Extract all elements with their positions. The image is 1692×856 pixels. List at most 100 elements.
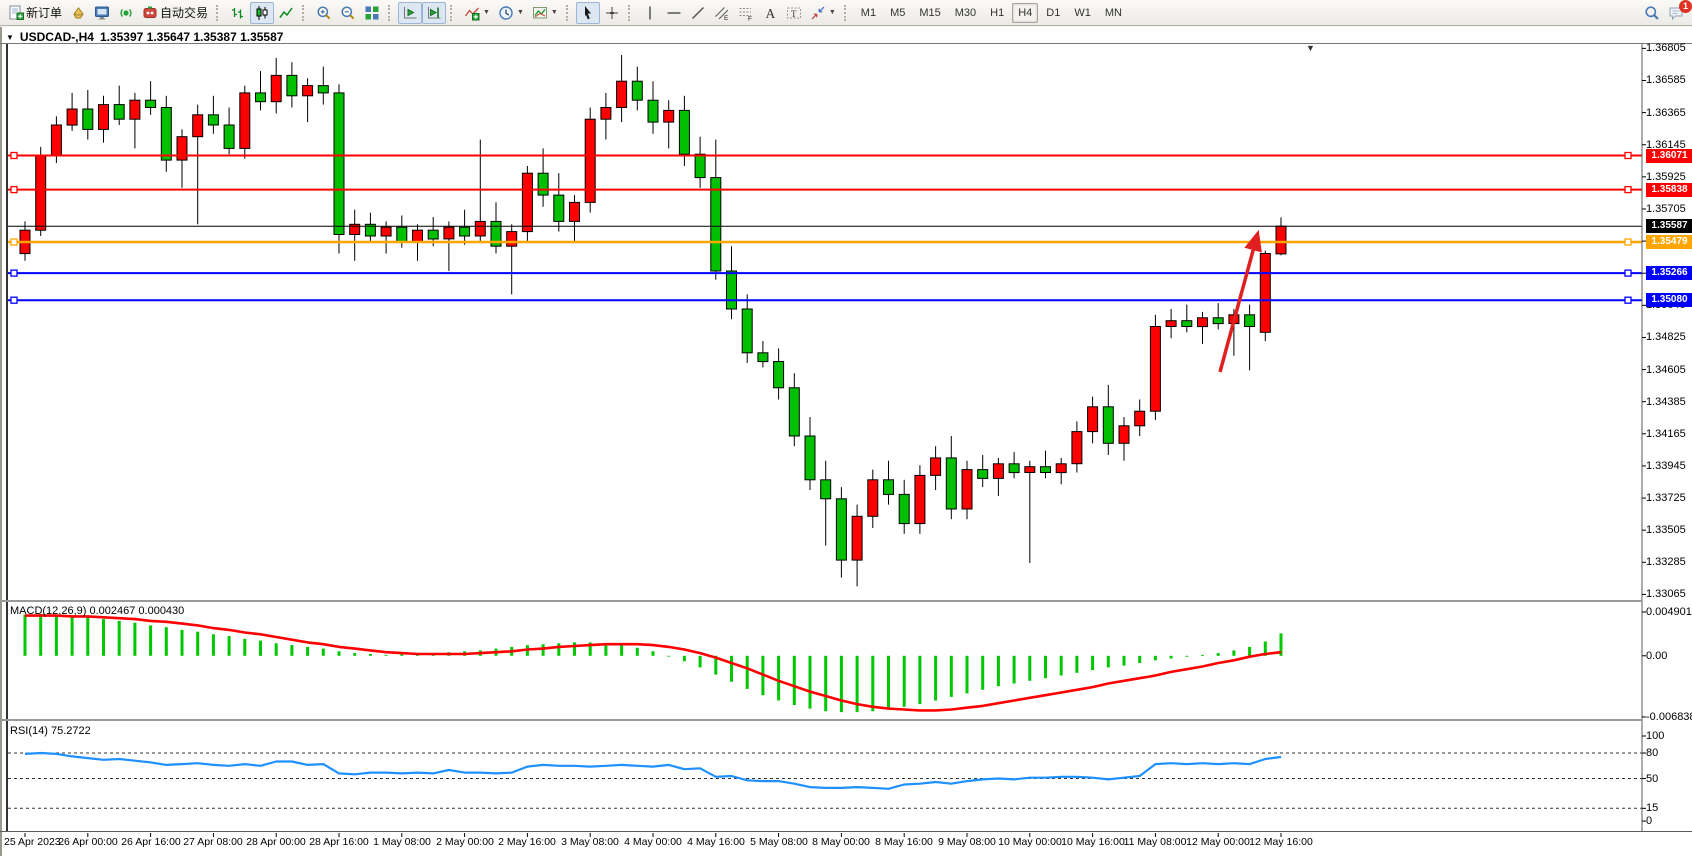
styles-button[interactable] — [66, 2, 90, 24]
timeframe-h1-button[interactable]: H1 — [990, 6, 1005, 19]
chevron-down-icon[interactable]: ▼ — [550, 9, 558, 16]
timeframe-h4-button[interactable]: H4 — [1012, 2, 1039, 23]
line-chart-button[interactable] — [274, 2, 298, 24]
macd-histogram-bar — [86, 617, 90, 656]
chevron-down-icon[interactable]: ▼ — [483, 9, 490, 16]
search-icon — [1645, 5, 1659, 20]
signals-button[interactable] — [114, 2, 138, 24]
line-handle[interactable] — [1624, 296, 1632, 304]
candle — [788, 373, 800, 447]
auto-scroll-button[interactable] — [398, 1, 423, 24]
line-handle[interactable] — [10, 238, 18, 246]
macd-histogram-bar — [274, 643, 278, 656]
candle — [380, 221, 392, 254]
templates-button[interactable]: ▼ — [528, 2, 562, 24]
macd-histogram-bar — [117, 620, 121, 656]
macd-histogram-bar — [682, 655, 686, 662]
price-axis-tick: 1.33505 — [1646, 524, 1686, 536]
candle — [474, 139, 486, 242]
line-handle[interactable] — [10, 151, 18, 160]
timeframe-m30-button[interactable]: M30 — [954, 6, 977, 19]
fibonacci-button[interactable]: F — [734, 2, 758, 24]
toolbar-separator — [216, 4, 222, 21]
candle — [584, 107, 596, 213]
macd-histogram-bar — [698, 655, 702, 668]
text-button[interactable]: A — [758, 2, 782, 24]
line-handle[interactable] — [1624, 238, 1632, 246]
macd-histogram-bar — [180, 629, 184, 656]
trend-arrow-annotation[interactable] — [1218, 229, 1262, 373]
cursor-icon — [584, 5, 591, 19]
candle — [647, 81, 659, 134]
text-label-icon: T — [786, 7, 801, 18]
toolbar-separator — [843, 4, 850, 21]
macd-signal-line — [25, 614, 1282, 712]
macd-histogram-bar — [934, 655, 938, 701]
timeframe-mn-button[interactable]: MN — [1104, 6, 1122, 19]
line-handle[interactable] — [1624, 185, 1632, 194]
new-order-button[interactable]: 新订单 — [4, 2, 66, 24]
macd-histogram-bar — [714, 655, 718, 675]
cursor-button[interactable] — [575, 1, 600, 24]
tile-windows-button[interactable] — [360, 2, 384, 24]
indicators-button[interactable]: ▼ — [460, 2, 494, 24]
timeframe-m15-button[interactable]: M15 — [919, 6, 941, 19]
toolbar-separator — [565, 4, 572, 21]
price-axis-tick: 1.34165 — [1646, 428, 1686, 440]
candle — [773, 348, 785, 400]
trendline-button[interactable] — [686, 2, 710, 24]
data-window-button[interactable] — [90, 2, 114, 24]
macd-histogram-bar — [1232, 650, 1236, 656]
autotrading-button[interactable]: 自动交易 — [138, 2, 212, 24]
date-axis-label: 12 May 16:00 — [1249, 836, 1313, 848]
candlestick-button[interactable] — [250, 1, 275, 24]
horizontal-line-button[interactable] — [662, 2, 686, 24]
crosshair-button[interactable] — [600, 2, 624, 24]
macd-histogram-bar — [1216, 653, 1220, 656]
channel-button[interactable]: E — [710, 2, 734, 24]
text-label-button[interactable]: T — [782, 2, 806, 24]
zoom-out-button[interactable] — [336, 2, 360, 24]
date-axis-label: 8 May 16:00 — [875, 836, 933, 848]
macd-histogram-bar — [1185, 655, 1189, 657]
line-handle[interactable] — [1624, 151, 1632, 160]
line-handle[interactable] — [10, 296, 18, 304]
candle — [741, 294, 753, 363]
chevron-down-icon[interactable]: ▼ — [516, 9, 524, 16]
line-handle[interactable] — [10, 185, 18, 194]
timeframe-m1-button[interactable]: M1 — [860, 6, 877, 19]
candle — [1071, 421, 1083, 473]
price-axis-tick: 1.33945 — [1646, 460, 1686, 472]
candle — [1134, 399, 1146, 436]
chart-shift-marker[interactable]: ▼ — [1306, 43, 1315, 53]
search-button[interactable] — [1640, 2, 1664, 24]
bar-chart-button[interactable] — [226, 2, 250, 24]
arrows-button[interactable]: ▼ — [806, 2, 840, 24]
symbol-dropdown-icon[interactable]: ▼ — [6, 32, 14, 42]
chart-shift-button[interactable] — [422, 1, 447, 24]
price-tag: 1.35479 — [1646, 235, 1692, 249]
macd-histogram-bar — [133, 622, 137, 656]
macd-histogram-bar — [211, 634, 215, 656]
price-tag: 1.35266 — [1646, 266, 1692, 280]
periods-button[interactable]: ▼ — [494, 2, 528, 24]
zoom-in-button[interactable] — [312, 2, 336, 24]
vertical-line-button[interactable] — [638, 2, 662, 24]
notifications-button[interactable]: 1 — [1664, 0, 1692, 24]
macd-histogram-bar — [102, 619, 105, 656]
price-axis-tick: 1.36585 — [1646, 74, 1686, 86]
line-handle[interactable] — [10, 269, 18, 277]
macd-histogram-bar — [839, 655, 843, 713]
line-handle[interactable] — [1624, 269, 1632, 277]
candle — [255, 71, 266, 111]
date-axis-label: 1 May 08:00 — [373, 836, 431, 848]
date-axis-label: 4 May 00:00 — [624, 836, 682, 848]
timeframe-m5-button[interactable]: M5 — [890, 6, 906, 19]
chevron-down-icon[interactable]: ▼ — [828, 9, 836, 16]
timeframe-w1-button[interactable]: W1 — [1074, 6, 1091, 19]
timeframe-d1-button[interactable]: D1 — [1046, 6, 1061, 19]
macd-histogram-bar — [667, 655, 671, 657]
macd-axis-tick: -0.006838 — [1646, 711, 1692, 723]
svg-text:T: T — [791, 8, 797, 18]
line-chart-icon — [279, 7, 293, 18]
